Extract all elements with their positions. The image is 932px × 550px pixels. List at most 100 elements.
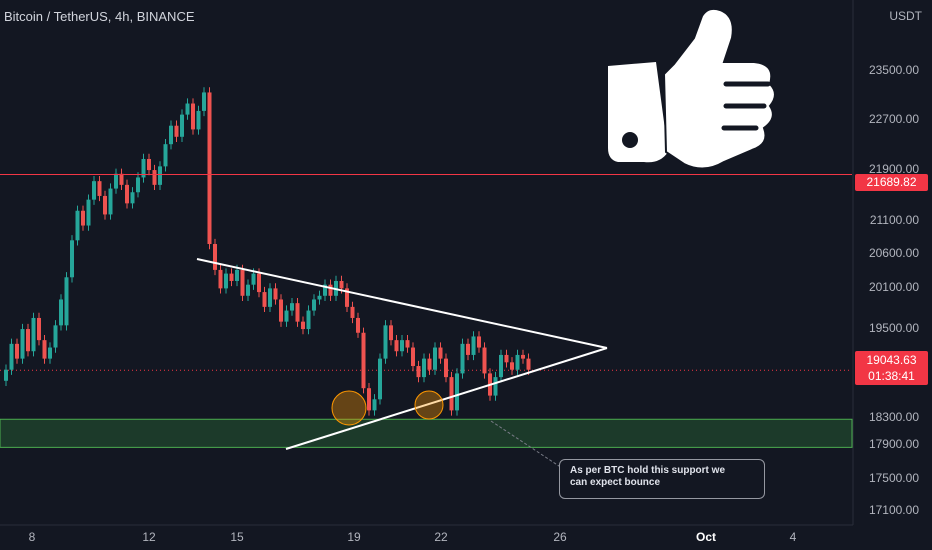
price-tick-label: 18300.00 bbox=[869, 410, 919, 424]
candle bbox=[26, 323, 30, 357]
candle bbox=[378, 353, 382, 405]
time-tick-label: 8 bbox=[29, 530, 36, 544]
support-zone[interactable] bbox=[0, 418, 853, 448]
candle bbox=[389, 320, 393, 346]
price-axis[interactable]: 23500.00 22700.00 21900.00 21100.00 20600.00… bbox=[852, 0, 919, 525]
time-tick-label: 26 bbox=[553, 530, 567, 544]
candle bbox=[20, 323, 25, 364]
candle bbox=[70, 235, 74, 283]
candle bbox=[449, 371, 454, 416]
candle bbox=[31, 312, 36, 357]
candle bbox=[119, 168, 124, 191]
candle bbox=[493, 371, 498, 401]
candle bbox=[284, 305, 289, 327]
bounce-markers bbox=[331, 390, 444, 426]
candle bbox=[499, 349, 503, 383]
candle bbox=[273, 283, 278, 305]
candle bbox=[328, 279, 333, 301]
price-tick-label: 19500.00 bbox=[869, 321, 919, 335]
candle bbox=[163, 139, 168, 172]
candle bbox=[229, 268, 234, 287]
price-tick-label: 20100.00 bbox=[869, 280, 919, 294]
candle bbox=[53, 320, 58, 353]
time-tick-label: 19 bbox=[347, 530, 361, 544]
price-tick-label: 20600.00 bbox=[869, 246, 919, 260]
candle bbox=[422, 353, 426, 383]
price-tick-label: 23500.00 bbox=[869, 63, 919, 77]
candle bbox=[411, 342, 415, 372]
resistance-price-tag: 21689.82 bbox=[855, 174, 928, 191]
time-tick-label: 4 bbox=[790, 530, 797, 544]
candle bbox=[460, 338, 465, 379]
candle bbox=[262, 286, 267, 313]
candle bbox=[372, 394, 377, 416]
candle bbox=[290, 297, 294, 316]
candle bbox=[218, 264, 223, 294]
candle bbox=[81, 205, 85, 231]
triangle-upper-trendline[interactable] bbox=[196, 258, 608, 349]
candle bbox=[152, 164, 157, 191]
price-tick-label: 17500.00 bbox=[869, 471, 919, 485]
price-tick-label: 17900.00 bbox=[869, 437, 919, 451]
triangle-pattern[interactable] bbox=[196, 258, 608, 450]
candle-countdown: 01:38:41 bbox=[868, 369, 915, 383]
triangle-lower-trendline[interactable] bbox=[285, 347, 608, 450]
candle bbox=[64, 272, 69, 331]
candle bbox=[174, 120, 179, 142]
candle bbox=[97, 175, 102, 202]
candle bbox=[515, 349, 520, 375]
candle bbox=[207, 87, 212, 250]
candle bbox=[213, 238, 217, 276]
candle bbox=[301, 316, 305, 335]
candle bbox=[9, 338, 14, 375]
candle bbox=[526, 353, 531, 375]
annotation-line-1: As per BTC hold this support we bbox=[570, 465, 726, 476]
time-axis[interactable]: 8 12 15 19 22 26 Oct 4 bbox=[0, 524, 853, 544]
candle bbox=[125, 179, 129, 209]
support-zone-layer bbox=[0, 418, 853, 448]
bounce-marker-2[interactable] bbox=[414, 390, 444, 420]
candle bbox=[306, 305, 311, 335]
symbol-title: Bitcoin / TetherUS, 4h, BINANCE bbox=[4, 9, 195, 24]
annotation-pointer bbox=[490, 420, 563, 469]
candle bbox=[103, 190, 107, 220]
annotation-line-2: can expect bounce bbox=[570, 477, 661, 488]
candle bbox=[48, 342, 52, 364]
current-price-value: 19043.63 bbox=[866, 353, 917, 367]
candle bbox=[482, 342, 487, 379]
candle bbox=[455, 368, 459, 416]
candle bbox=[42, 334, 47, 364]
thumbs-up-icon bbox=[608, 7, 776, 170]
candle bbox=[394, 334, 399, 357]
candle bbox=[504, 349, 509, 368]
candle bbox=[4, 364, 8, 386]
candle bbox=[444, 353, 448, 383]
candle bbox=[268, 283, 272, 313]
candle bbox=[15, 338, 19, 364]
candle bbox=[202, 87, 206, 117]
candle bbox=[367, 383, 371, 416]
candle bbox=[37, 312, 41, 346]
candle bbox=[356, 312, 360, 338]
candle bbox=[471, 331, 476, 361]
candle bbox=[86, 194, 91, 231]
time-tick-label: 15 bbox=[230, 530, 244, 544]
candle bbox=[147, 153, 151, 176]
bounce-marker-1[interactable] bbox=[331, 390, 367, 426]
annotation-callout[interactable]: As per BTC hold this support we can expe… bbox=[559, 459, 765, 499]
price-tick-label: 17100.00 bbox=[869, 503, 919, 517]
candle bbox=[224, 268, 228, 294]
candle bbox=[433, 342, 437, 375]
candle bbox=[108, 183, 113, 220]
candle bbox=[312, 294, 316, 316]
candle bbox=[158, 161, 162, 191]
time-tick-label: 12 bbox=[142, 530, 156, 544]
time-tick-label: Oct bbox=[696, 530, 716, 544]
candle bbox=[405, 334, 410, 353]
candle bbox=[196, 105, 201, 135]
candle bbox=[246, 279, 250, 301]
price-tick-label: 21100.00 bbox=[870, 213, 919, 227]
candles-layer bbox=[4, 87, 531, 416]
candle bbox=[416, 360, 421, 383]
